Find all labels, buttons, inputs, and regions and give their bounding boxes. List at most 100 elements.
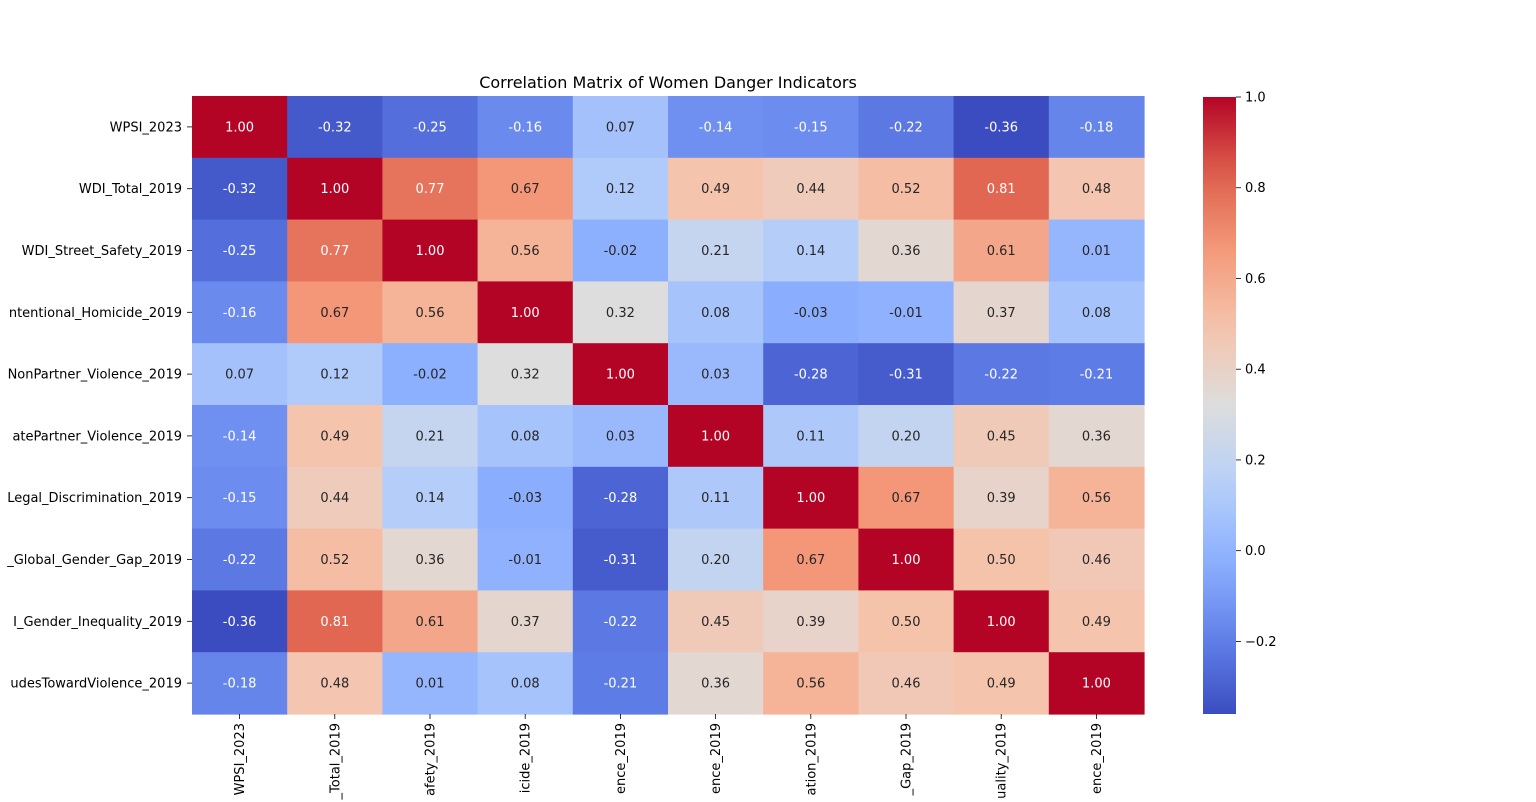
cell-value-label: -0.32 xyxy=(318,120,352,135)
cell-value-label: -0.14 xyxy=(223,429,257,444)
heatmap-cell xyxy=(668,466,764,530)
heatmap-cell xyxy=(192,652,288,715)
cell-value-label: -0.02 xyxy=(413,368,447,383)
cell-value-label: 0.56 xyxy=(416,306,445,321)
heatmap-cell xyxy=(1048,652,1145,715)
cell-value-label: -0.16 xyxy=(508,120,542,135)
row-label: I_Gender_Inequality_2019 xyxy=(13,615,182,630)
cell-value-label: 0.20 xyxy=(892,429,921,444)
cell-value-label: 0.37 xyxy=(987,306,1016,321)
column-label: ation_2019 xyxy=(804,723,819,795)
heatmap-cell xyxy=(1048,96,1145,159)
cell-value-label: -0.03 xyxy=(508,491,542,506)
cell-value-label: -0.22 xyxy=(604,615,638,630)
heatmap-cell xyxy=(477,157,574,221)
heatmap-cell xyxy=(858,219,955,282)
cell-value-label: -0.25 xyxy=(413,120,447,135)
heatmap-cell xyxy=(858,343,955,406)
heatmap-cell xyxy=(382,466,479,530)
heatmap-cell xyxy=(572,405,669,468)
cell-value-label: 0.52 xyxy=(320,553,349,568)
cell-value-label: 0.32 xyxy=(606,306,635,321)
cell-value-label: 0.50 xyxy=(892,615,921,630)
cell-value-label: 0.08 xyxy=(1082,306,1111,321)
heatmap-cell xyxy=(192,96,288,159)
cell-value-label: -0.16 xyxy=(223,306,257,321)
cell-value-label: 1.00 xyxy=(511,306,540,321)
heatmap-cell xyxy=(477,96,574,159)
cell-value-label: -0.21 xyxy=(604,677,638,692)
colorbar-tick-label: 0.4 xyxy=(1245,363,1266,378)
cell-value-label: -0.22 xyxy=(984,368,1018,383)
heatmap-cell xyxy=(572,652,669,715)
heatmap-cell xyxy=(382,281,479,344)
heatmap-cell xyxy=(858,590,955,653)
heatmap-cell xyxy=(858,96,955,159)
heatmap-cell xyxy=(1048,528,1145,591)
heatmap-cell xyxy=(572,157,669,221)
cell-value-label: -0.15 xyxy=(794,120,828,135)
heatmap-cell xyxy=(668,405,764,468)
heatmap-cell xyxy=(763,281,859,344)
cell-value-label: 0.61 xyxy=(416,615,445,630)
heatmap-cell xyxy=(668,343,764,406)
column-label: icide_2019 xyxy=(519,723,534,793)
heatmap-cell xyxy=(287,96,383,159)
heatmap-cell xyxy=(1048,219,1145,282)
heatmap-cell xyxy=(477,281,574,344)
heatmap-cell xyxy=(572,466,669,530)
heatmap-cell xyxy=(477,219,574,282)
heatmap-cell xyxy=(858,157,955,221)
row-label: WDI_Street_Safety_2019 xyxy=(22,244,182,259)
column-label: afety_2019 xyxy=(424,723,439,796)
cell-value-label: 0.12 xyxy=(606,182,635,197)
cell-value-label: -0.36 xyxy=(984,120,1018,135)
cell-value-label: 1.00 xyxy=(1082,677,1111,692)
cell-value-label: 0.61 xyxy=(987,244,1016,259)
heatmap-cell xyxy=(953,652,1050,715)
heatmap-cell xyxy=(668,281,764,344)
column-label: uality_2019 xyxy=(995,723,1010,799)
cell-value-label: 0.01 xyxy=(1082,244,1111,259)
heatmap-cell xyxy=(668,157,764,221)
row-labels: WPSI_2023 WDI_Total_2019 WDI_Street_Safety… xyxy=(6,120,192,692)
heatmap-cell xyxy=(572,96,669,159)
column-label: _Total_2019 xyxy=(328,723,343,800)
heatmap-cell xyxy=(287,343,383,406)
heatmap-cells: 1.00 -0.32 -0.25 -0.16 0.07 -0.14 -0.15 -0.22 -0… xyxy=(192,96,1145,715)
column-label: ence_2019 xyxy=(614,723,629,794)
cell-value-label: -0.18 xyxy=(1080,120,1114,135)
heatmap-cell xyxy=(668,219,764,282)
column-label: ence_2019 xyxy=(1090,723,1105,794)
cell-value-label: 0.03 xyxy=(701,368,730,383)
cell-value-label: 0.39 xyxy=(987,491,1016,506)
cell-value-label: 0.46 xyxy=(1082,553,1111,568)
column-labels: WPSI_2023 _Total_2019 afety_2019 icide_2019… xyxy=(233,714,1105,800)
heatmap-cell xyxy=(382,219,479,282)
cell-value-label: 0.36 xyxy=(416,553,445,568)
cell-value-label: 0.81 xyxy=(987,182,1016,197)
cell-value-label: 0.36 xyxy=(1082,429,1111,444)
cell-value-label: 0.44 xyxy=(320,491,349,506)
cell-value-label: 1.00 xyxy=(701,429,730,444)
cell-value-label: 0.49 xyxy=(701,182,730,197)
heatmap-cell xyxy=(192,281,288,344)
cell-value-label: 1.00 xyxy=(225,120,254,135)
cell-value-label: 0.49 xyxy=(1082,615,1111,630)
heatmap-cell xyxy=(572,219,669,282)
cell-value-label: 0.36 xyxy=(701,677,730,692)
colorbar-tick-label: 1.0 xyxy=(1245,91,1266,106)
heatmap-cell xyxy=(953,281,1050,344)
heatmap-cell xyxy=(953,157,1050,221)
heatmap-cell xyxy=(668,590,764,653)
heatmap-cell xyxy=(763,466,859,530)
cell-value-label: -0.14 xyxy=(699,120,733,135)
colorbar-tick-label: 0.0 xyxy=(1245,544,1266,559)
heatmap-cell xyxy=(192,405,288,468)
cell-value-label: -0.32 xyxy=(223,182,257,197)
cell-value-label: 0.32 xyxy=(511,368,540,383)
cell-value-label: 0.49 xyxy=(320,429,349,444)
heatmap-cell xyxy=(953,219,1050,282)
row-label: Legal_Discrimination_2019 xyxy=(7,491,182,506)
